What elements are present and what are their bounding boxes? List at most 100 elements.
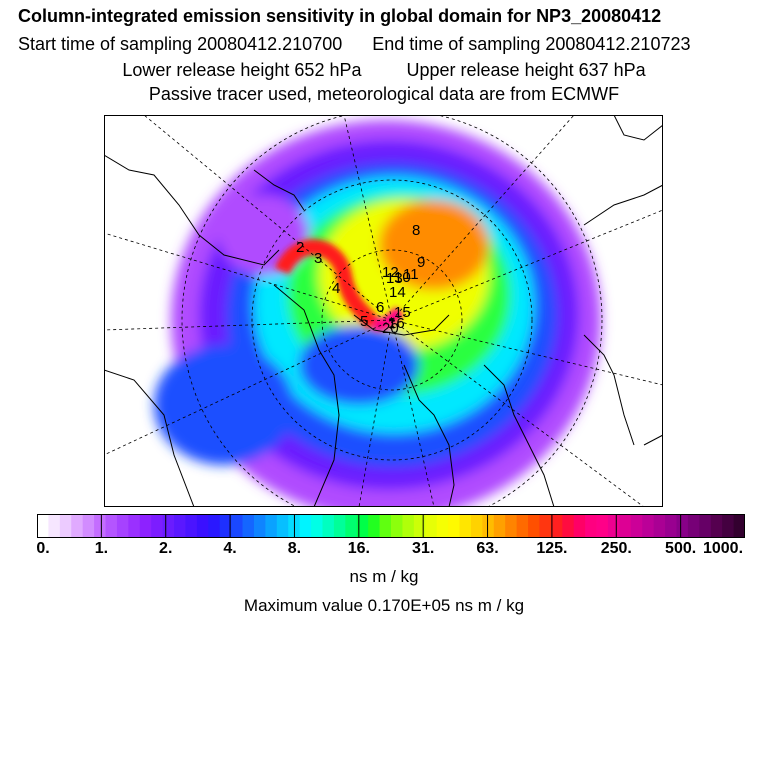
colorbar-swatch [585,514,597,538]
field-orange-ring [379,200,489,290]
tracer-note: Passive tracer used, meteorological data… [148,84,620,104]
colorbar-swatch [619,514,632,538]
meridian-11 [104,232,393,321]
coast-west [273,284,340,507]
colorbar-swatch [48,514,61,538]
colorbar-swatch [573,514,586,538]
field-blue-center [299,325,419,405]
trajectory-label: 5 [360,313,368,330]
colorbar-swatch [128,514,141,538]
latitude-circle-inner [321,249,463,391]
colorbar-swatch [299,514,312,538]
coastlines [104,115,663,507]
colorbar-tick-label: 63. [476,540,499,557]
colorbar-swatch [174,514,186,538]
meridian-4 [391,209,663,321]
colorbar-tick-label: 250. [600,540,632,557]
colorbar-swatch [105,514,118,538]
meridian-10 [104,319,393,331]
coast-southwest [104,369,195,507]
colorbar-swatch [436,514,449,538]
meridian-2 [343,115,393,321]
colorbar-swatch [356,514,369,538]
colorbar-swatch [733,514,745,538]
map-frame [104,115,663,507]
emission-sensitivity-map: 2 3 4 5 6 8 9 10 11 12 13 14 15 16 20 [104,115,663,507]
colorbar-swatch [242,514,255,538]
latitude-circle-outer [181,115,603,507]
field-blue-west [154,345,294,465]
trajectory-label: 12 [382,264,399,281]
lower-release-height: Lower release height 652 hPa [122,60,362,80]
trajectory-label: 6 [376,299,384,316]
colorbar-swatch [379,514,392,538]
colorbar-tick-label: 500. [665,540,697,557]
colorbar-swatch [276,514,289,538]
colorbar-swatch [425,514,438,538]
meridian-9 [104,319,393,456]
plot-title: Column-integrated emission sensitivity i… [18,6,662,26]
latitude-circle-middle [251,179,533,461]
colorbar-swatch [37,514,49,538]
colorbar-swatch [470,514,483,538]
coast-northeast-top [613,115,663,141]
colorbar-swatch [607,514,620,538]
trajectory-label: 3 [314,250,322,267]
trajectory-label: 16 [388,315,405,332]
colorbar-swatch [311,514,323,538]
meridian-6 [391,319,645,507]
colorbar-swatch [231,514,243,538]
colorbar-swatch [402,514,415,538]
colorbar-swatch [505,514,518,538]
colorbar-swatch [391,514,403,538]
colorbar-swatch [653,514,666,538]
colorbar-swatch [676,514,689,538]
coast-europe [483,364,555,507]
meridian-5 [391,319,663,386]
colorbar-swatch [59,514,72,538]
trajectory-labels: 2 3 4 5 6 8 9 10 11 12 13 14 15 16 20 [296,222,425,337]
colorbar-swatch [219,514,232,538]
colorbar-swatch [368,514,380,538]
trajectory-label: 14 [389,284,406,301]
release-heights: Lower release height 652 hPa Upper relea… [0,60,768,81]
colorbar-swatch [562,514,575,538]
colorbar-swatch [710,514,723,538]
colorbar-swatch [687,514,700,538]
colorbar-swatch [550,514,563,538]
colorbar-tick-label: 8. [287,540,302,557]
colorbar-tick-label: 0. [36,540,50,557]
colorbar-tick-label: 2. [159,540,173,557]
maximum-value: Maximum value 0.170E+05 ns m / kg [243,596,525,615]
colorbar-tick-label: 4. [223,540,237,557]
colorbar-swatch [322,514,335,538]
meridian-7 [391,319,435,507]
colorbar-swatch [596,514,609,538]
colorbar-tick-label: 125. [536,540,568,557]
coast-northeast [583,184,663,226]
trajectory-label: 4 [332,280,340,297]
colorbar-tick-label: 1000. [702,540,744,557]
upper-release-height: Upper release height 637 hPa [406,60,646,80]
colorbar-swatch [151,514,164,538]
colorbar-swatch [333,514,346,538]
meridian-8 [358,319,393,507]
colorbar [37,514,745,538]
colorbar-tick-label: 31. [412,540,435,557]
coast-east-europe [583,334,635,446]
colorbar-swatch [665,514,677,538]
colorbar-swatch [253,514,266,538]
colorbar-swatch [413,514,426,538]
colorbar-swatch [642,514,655,538]
end-time: End time of sampling 20080412.210723 [372,34,691,54]
colorbar-swatch [539,514,552,538]
colorbar-swatch [196,514,209,538]
trajectory-label: 2 [296,239,304,256]
sampling-times: Start time of sampling 20080412.210700 E… [18,34,690,55]
colorbar-frame [37,514,745,538]
trajectory-label: 8 [412,222,420,239]
colorbar-units: ns m / kg [349,567,419,586]
colorbar-swatch [71,514,84,538]
colorbar-swatch [482,514,495,538]
colorbar-tick-label: 16. [347,540,370,557]
